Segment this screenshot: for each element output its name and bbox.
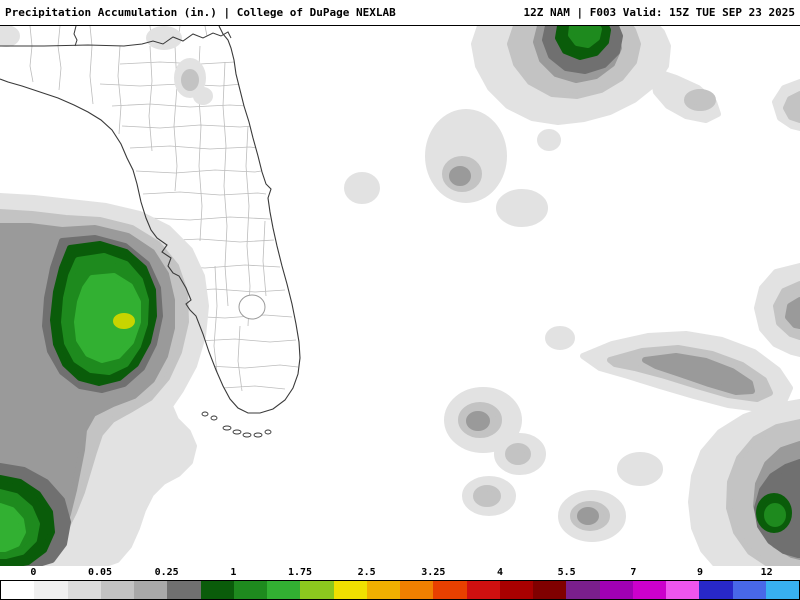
- colorbar-segment: [699, 581, 733, 599]
- precip-contour: [344, 172, 380, 204]
- state-borders: [0, 26, 301, 414]
- lake-okeechobee: [238, 294, 266, 320]
- key-island: [232, 429, 242, 435]
- colorbar-segment: [499, 581, 533, 599]
- colorbar-segment: [333, 581, 367, 599]
- colorbar-tick-labels: 0 0.05 0.25 1 1.75 2.5 3.25 4 5.5 7 9 12: [0, 566, 800, 580]
- precip-contour: [0, 26, 20, 47]
- colorbar-segment: [765, 581, 799, 599]
- colorbar-tick: 0.05: [87, 567, 113, 578]
- florida-coastline: [0, 26, 301, 414]
- title-bar: Precipitation Accumulation (in.) | Colle…: [0, 0, 800, 26]
- colorbar-tick: 2.5: [357, 567, 376, 578]
- precip-contour: [181, 69, 199, 91]
- precip-contour: [466, 411, 490, 431]
- key-island: [222, 425, 232, 431]
- colorbar-tick: 0.25: [154, 567, 179, 578]
- colorbar-tick: 1.75: [287, 567, 313, 578]
- colorbar-segment: [400, 581, 434, 599]
- precip-contour: [642, 353, 755, 395]
- precip-contour: [577, 507, 599, 525]
- precip-contour: [783, 91, 800, 123]
- key-island: [253, 432, 263, 438]
- colorbar-segment: [599, 581, 633, 599]
- map-area: [0, 26, 800, 566]
- key-island: [201, 411, 209, 417]
- precip-contour: [764, 503, 786, 527]
- colorbar-segment: [433, 581, 467, 599]
- county-lines: [29, 26, 299, 392]
- key-island: [210, 415, 218, 421]
- colorbar: 0 0.05 0.25 1 1.75 2.5 3.25 4 5.5 7 9 12: [0, 566, 800, 600]
- map-svg: [0, 26, 800, 566]
- colorbar-segment: [233, 581, 267, 599]
- florida-keys: [201, 411, 272, 438]
- colorbar-segment: [566, 581, 600, 599]
- colorbar-segment: [167, 581, 201, 599]
- product-title: Precipitation Accumulation (in.) | Colle…: [5, 6, 396, 19]
- colorbar-segment: [134, 581, 168, 599]
- precip-contour: [684, 89, 716, 111]
- precip-contour: [0, 503, 26, 552]
- precip-contour: [617, 452, 663, 486]
- colorbar-segment: [34, 581, 68, 599]
- precip-contour: [785, 297, 800, 329]
- colorbar-scale: [0, 580, 800, 600]
- precip-contour: [193, 87, 213, 105]
- precip-contour: [449, 166, 471, 186]
- colorbar-segment: [533, 581, 567, 599]
- colorbar-tick: 1: [230, 567, 237, 578]
- key-island: [242, 432, 252, 438]
- colorbar-segment: [200, 581, 234, 599]
- precip-contour: [505, 443, 531, 465]
- colorbar-segment: [666, 581, 700, 599]
- colorbar-segment: [100, 581, 134, 599]
- colorbar-segment: [267, 581, 301, 599]
- colorbar-segment: [466, 581, 500, 599]
- colorbar-tick: 0: [30, 567, 37, 578]
- precip-contour: [537, 129, 561, 151]
- precip-contour: [473, 485, 501, 507]
- colorbar-tick: 3.25: [421, 567, 446, 578]
- colorbar-tick: 5.5: [557, 567, 576, 578]
- model-run-info: 12Z NAM | F003 Valid: 15Z TUE SEP 23 202…: [523, 6, 795, 19]
- precip-contour: [496, 189, 548, 227]
- precip-contour: [74, 273, 141, 363]
- colorbar-tick: 7: [630, 567, 637, 578]
- alabama-georgia-border: [73, 26, 78, 47]
- colorbar-tick: 12: [760, 567, 773, 578]
- precip-areas: [0, 26, 800, 566]
- colorbar-tick: 4: [496, 567, 504, 578]
- colorbar-segment: [1, 581, 35, 599]
- colorbar-segment: [366, 581, 400, 599]
- colorbar-segment: [632, 581, 666, 599]
- key-island: [264, 429, 272, 435]
- georgia-florida-border: [0, 31, 232, 47]
- precip-contour: [568, 26, 602, 48]
- colorbar-segment: [67, 581, 101, 599]
- colorbar-segment: [300, 581, 334, 599]
- precip-max-core: [113, 313, 135, 329]
- precip-contour: [545, 326, 575, 350]
- colorbar-segment: [732, 581, 766, 599]
- colorbar-tick: 9: [696, 567, 704, 578]
